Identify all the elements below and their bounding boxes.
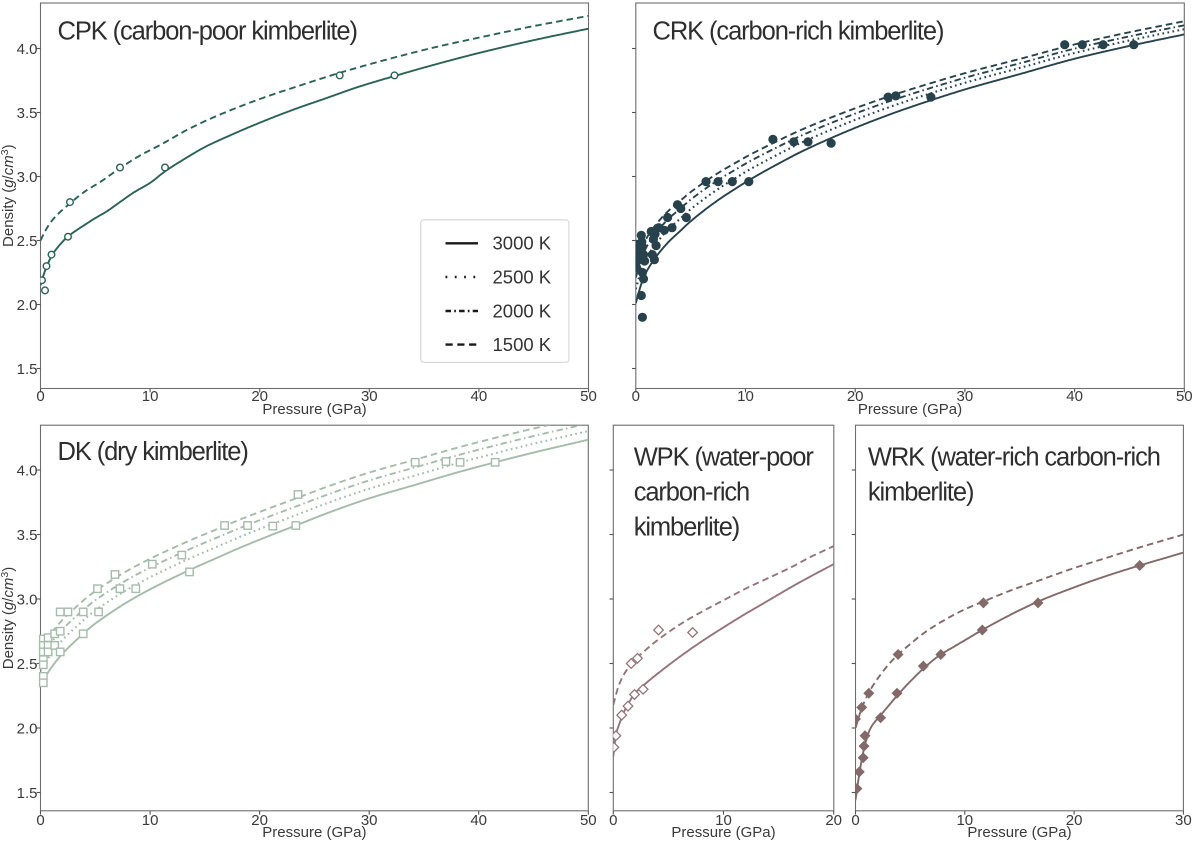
svg-text:DK (dry kimberlite): DK (dry kimberlite) <box>58 438 248 466</box>
svg-text:CPK (carbon-poor kimberlite): CPK (carbon-poor kimberlite) <box>58 18 357 46</box>
svg-text:20: 20 <box>251 812 268 829</box>
svg-text:3.5: 3.5 <box>17 527 38 544</box>
svg-text:0: 0 <box>36 812 44 829</box>
svg-text:2.5: 2.5 <box>17 233 38 250</box>
svg-text:kimberlite): kimberlite) <box>634 514 740 542</box>
svg-text:10: 10 <box>956 812 973 829</box>
svg-text:Density (g/cm3): Density (g/cm3) <box>0 144 17 247</box>
svg-text:1.5: 1.5 <box>17 785 38 802</box>
svg-text:4.0: 4.0 <box>17 462 38 479</box>
svg-text:10: 10 <box>737 388 754 405</box>
svg-text:2.5: 2.5 <box>17 656 38 673</box>
svg-text:30: 30 <box>361 388 378 405</box>
svg-text:CRK (carbon-rich kimberlite): CRK (carbon-rich kimberlite) <box>653 18 944 46</box>
svg-text:WPK (water-poor: WPK (water-poor <box>634 444 815 472</box>
svg-text:20: 20 <box>825 812 842 829</box>
svg-text:1500 K: 1500 K <box>493 334 552 355</box>
svg-text:0: 0 <box>851 812 859 829</box>
svg-text:50: 50 <box>580 812 597 829</box>
svg-text:1.5: 1.5 <box>17 361 38 378</box>
svg-text:Pressure (GPa): Pressure (GPa) <box>262 401 366 418</box>
svg-text:3.0: 3.0 <box>17 591 38 608</box>
svg-text:Density (g/cm3): Density (g/cm3) <box>0 567 17 670</box>
svg-text:carbon-rich: carbon-rich <box>634 479 749 507</box>
svg-text:0: 0 <box>609 812 617 829</box>
svg-text:50: 50 <box>580 388 597 405</box>
svg-text:3.0: 3.0 <box>17 169 38 186</box>
svg-text:20: 20 <box>251 388 268 405</box>
svg-text:10: 10 <box>715 812 732 829</box>
svg-text:10: 10 <box>142 812 159 829</box>
svg-text:Pressure (GPa): Pressure (GPa) <box>671 824 775 840</box>
svg-text:Pressure (GPa): Pressure (GPa) <box>262 824 366 840</box>
svg-text:3000 K: 3000 K <box>493 233 552 254</box>
svg-text:Pressure (GPa): Pressure (GPa) <box>967 824 1071 840</box>
svg-text:20: 20 <box>847 388 864 405</box>
svg-text:4.0: 4.0 <box>17 41 38 58</box>
svg-text:30: 30 <box>1175 812 1192 829</box>
svg-text:40: 40 <box>1066 388 1083 405</box>
svg-text:0: 0 <box>632 388 640 405</box>
svg-text:40: 40 <box>470 812 487 829</box>
svg-text:40: 40 <box>471 388 488 405</box>
svg-text:10: 10 <box>142 388 159 405</box>
svg-text:WRK (water-rich carbon-rich: WRK (water-rich carbon-rich <box>868 444 1160 472</box>
svg-text:2.0: 2.0 <box>17 720 38 737</box>
svg-text:2500 K: 2500 K <box>493 266 552 287</box>
svg-text:kimberlite): kimberlite) <box>868 479 974 507</box>
svg-text:2000 K: 2000 K <box>493 300 552 321</box>
svg-text:3.5: 3.5 <box>17 105 38 122</box>
svg-text:30: 30 <box>361 812 378 829</box>
svg-text:0: 0 <box>36 388 44 405</box>
svg-text:20: 20 <box>1066 812 1083 829</box>
svg-text:Pressure (GPa): Pressure (GPa) <box>858 401 962 418</box>
svg-text:30: 30 <box>957 388 974 405</box>
svg-text:2.0: 2.0 <box>17 297 38 314</box>
svg-text:50: 50 <box>1176 388 1193 405</box>
